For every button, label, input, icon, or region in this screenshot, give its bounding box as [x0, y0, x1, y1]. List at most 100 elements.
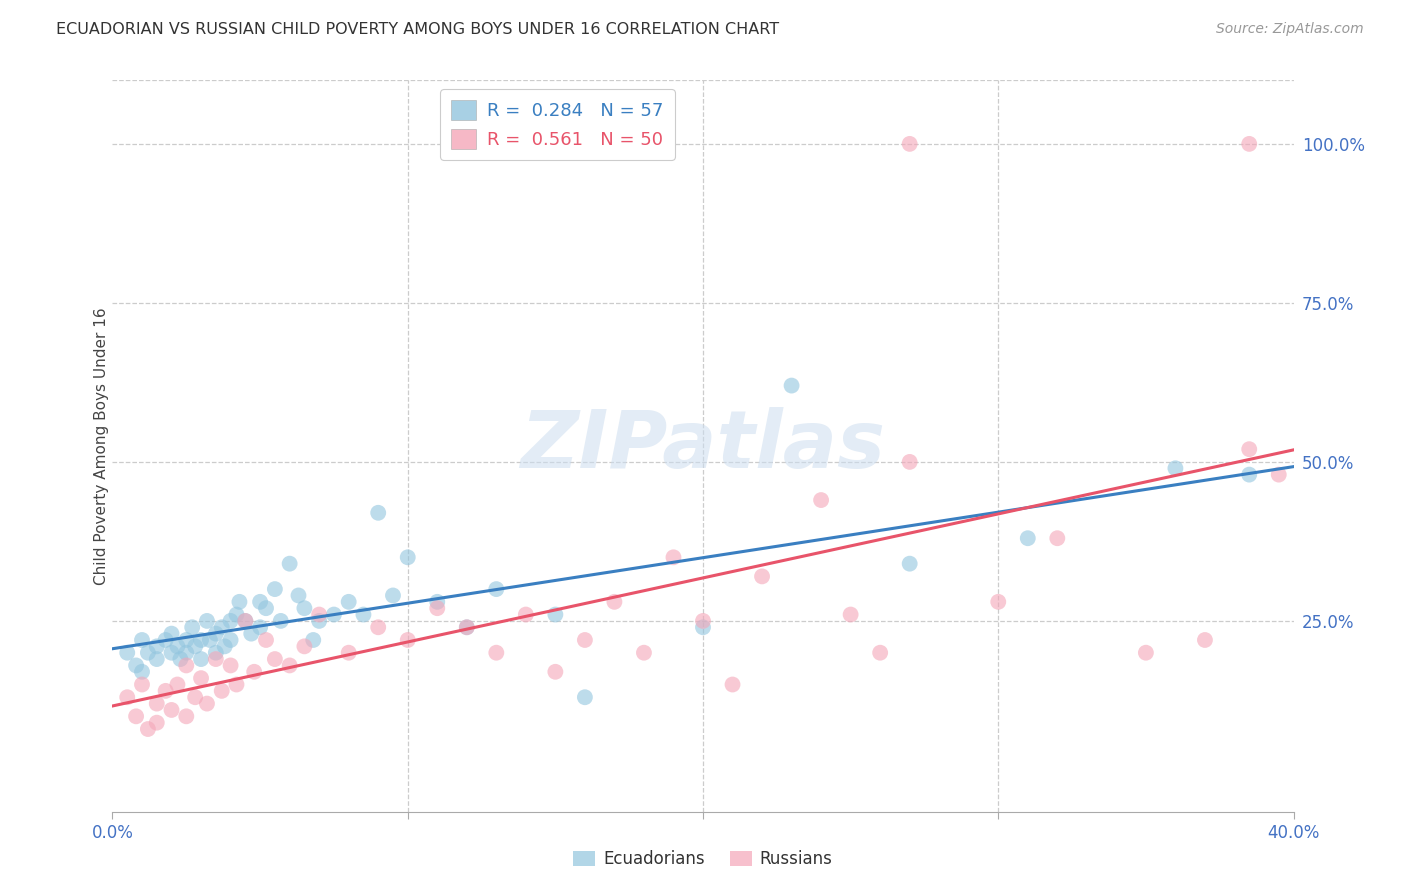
- Point: [1268, 467, 1291, 482]
- Point: [780, 378, 803, 392]
- Point: [233, 614, 256, 628]
- Point: [633, 646, 655, 660]
- Point: [308, 607, 330, 622]
- Point: [751, 569, 773, 583]
- Point: [485, 582, 508, 596]
- Point: [692, 620, 714, 634]
- Point: [396, 550, 419, 565]
- Point: [1017, 531, 1039, 545]
- Point: [308, 614, 330, 628]
- Point: [174, 632, 197, 647]
- Point: [544, 665, 567, 679]
- Point: [195, 614, 218, 628]
- Point: [117, 690, 138, 705]
- Point: [205, 652, 228, 666]
- Point: [264, 652, 287, 666]
- Point: [254, 632, 277, 647]
- Point: [721, 677, 744, 691]
- Point: [131, 677, 153, 691]
- Point: [219, 614, 242, 628]
- Point: [367, 506, 389, 520]
- Point: [160, 646, 183, 660]
- Point: [211, 684, 233, 698]
- Legend: Ecuadorians, Russians: Ecuadorians, Russians: [567, 844, 839, 875]
- Point: [240, 626, 263, 640]
- Point: [146, 640, 169, 654]
- Point: [1164, 461, 1187, 475]
- Point: [352, 607, 374, 622]
- Point: [278, 658, 301, 673]
- Point: [131, 665, 153, 679]
- Point: [205, 646, 228, 660]
- Y-axis label: Child Poverty Among Boys Under 16: Child Poverty Among Boys Under 16: [94, 307, 108, 585]
- Point: [382, 589, 405, 603]
- Point: [174, 709, 197, 723]
- Point: [302, 632, 325, 647]
- Point: [136, 646, 159, 660]
- Point: [211, 620, 233, 634]
- Point: [198, 632, 221, 647]
- Point: [155, 684, 177, 698]
- Point: [574, 690, 596, 705]
- Point: [544, 607, 567, 622]
- Point: [205, 626, 228, 640]
- Point: [249, 620, 271, 634]
- Point: [243, 665, 266, 679]
- Point: [1135, 646, 1157, 660]
- Point: [603, 595, 626, 609]
- Point: [136, 722, 159, 736]
- Point: [184, 640, 207, 654]
- Legend: R =  0.284   N = 57, R =  0.561   N = 50: R = 0.284 N = 57, R = 0.561 N = 50: [440, 89, 675, 160]
- Point: [396, 632, 419, 647]
- Point: [426, 595, 449, 609]
- Point: [190, 671, 212, 685]
- Point: [456, 620, 478, 634]
- Point: [278, 557, 301, 571]
- Point: [146, 652, 169, 666]
- Point: [574, 632, 596, 647]
- Text: ECUADORIAN VS RUSSIAN CHILD POVERTY AMONG BOYS UNDER 16 CORRELATION CHART: ECUADORIAN VS RUSSIAN CHILD POVERTY AMON…: [56, 22, 779, 37]
- Point: [184, 690, 207, 705]
- Point: [337, 646, 360, 660]
- Point: [249, 595, 271, 609]
- Point: [146, 697, 169, 711]
- Point: [1046, 531, 1069, 545]
- Point: [219, 632, 242, 647]
- Point: [254, 601, 277, 615]
- Point: [225, 677, 247, 691]
- Point: [225, 607, 247, 622]
- Point: [125, 709, 148, 723]
- Point: [692, 614, 714, 628]
- Point: [125, 658, 148, 673]
- Point: [160, 703, 183, 717]
- Point: [169, 652, 191, 666]
- Point: [233, 614, 256, 628]
- Point: [264, 582, 287, 596]
- Point: [898, 557, 921, 571]
- Text: Source: ZipAtlas.com: Source: ZipAtlas.com: [1216, 22, 1364, 37]
- Point: [456, 620, 478, 634]
- Point: [898, 136, 921, 151]
- Point: [1239, 467, 1261, 482]
- Point: [195, 697, 218, 711]
- Text: ZIPatlas: ZIPatlas: [520, 407, 886, 485]
- Point: [190, 652, 212, 666]
- Point: [174, 646, 197, 660]
- Point: [869, 646, 891, 660]
- Point: [426, 601, 449, 615]
- Point: [898, 455, 921, 469]
- Point: [166, 677, 188, 691]
- Point: [219, 658, 242, 673]
- Point: [367, 620, 389, 634]
- Point: [270, 614, 292, 628]
- Point: [287, 589, 309, 603]
- Point: [166, 640, 188, 654]
- Point: [117, 646, 138, 660]
- Point: [987, 595, 1010, 609]
- Point: [214, 640, 236, 654]
- Point: [146, 715, 169, 730]
- Point: [174, 658, 197, 673]
- Point: [292, 640, 315, 654]
- Point: [131, 632, 153, 647]
- Point: [292, 601, 315, 615]
